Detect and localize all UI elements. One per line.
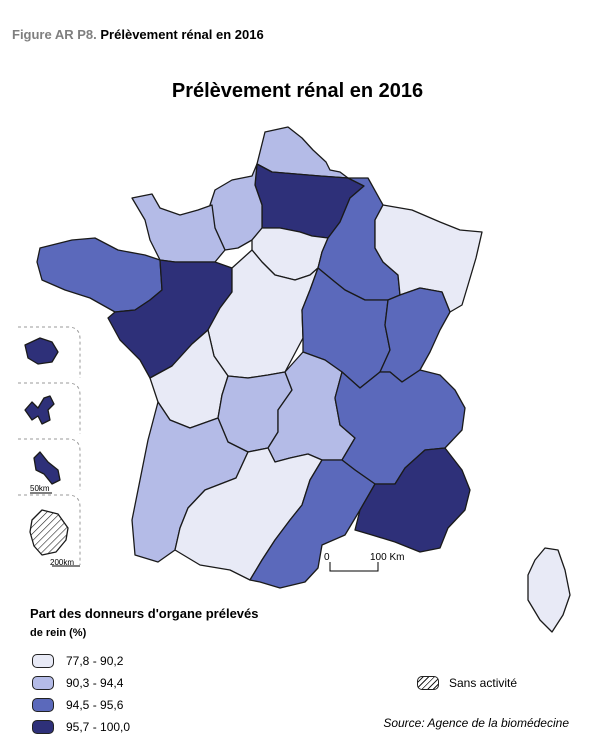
hatch-swatch	[417, 676, 439, 690]
inset-scale-a: 50km	[30, 484, 52, 494]
legend-swatch	[32, 676, 54, 690]
legend-item: 77,8 - 90,2	[32, 650, 130, 672]
region-languedoc-roussillon	[249, 459, 376, 589]
figure-caption-text: Prélèvement rénal en 2016	[100, 27, 264, 42]
legend-label: 95,7 - 100,0	[66, 720, 131, 734]
region-franche-comte	[379, 287, 451, 383]
scale-bar: 0 100 Km	[324, 552, 404, 572]
legend-swatch	[32, 654, 54, 668]
legend-title: Part des donneurs d'organe prélevés	[30, 606, 259, 621]
inset-guadeloupe	[24, 395, 55, 425]
inset-martinique	[33, 451, 61, 485]
figure-caption: Figure AR P8. Prélèvement rénal en 2016	[12, 27, 264, 42]
legend-subtitle: de rein (%)	[30, 627, 87, 639]
region-basse-normandie	[131, 193, 226, 263]
inset-reunion	[24, 337, 59, 365]
legend-item: 94,5 - 95,6	[32, 694, 130, 716]
map-title: Prélèvement rénal en 2016	[171, 80, 424, 102]
legend-no-activity: Sans activité	[417, 676, 517, 690]
region-corse	[527, 547, 571, 633]
region-bretagne	[36, 237, 163, 313]
figure-label: Figure AR P8.	[12, 27, 97, 42]
inset-scale-label-b: 200km	[50, 558, 74, 567]
region-paca	[354, 447, 471, 553]
no-activity-label: Sans activité	[449, 676, 518, 690]
legend-item: 90,3 - 94,4	[32, 672, 130, 694]
legend: 77,8 - 90,2 90,3 - 94,4 94,5 - 95,6 95,7…	[32, 650, 130, 738]
scale-end: 100 Km	[370, 552, 404, 563]
legend-label: 90,3 - 94,4	[66, 676, 124, 690]
inset-scale-label-a: 50km	[30, 484, 50, 493]
legend-label: 77,8 - 90,2	[66, 654, 124, 668]
inset-scale-b: 200km	[50, 558, 80, 567]
overseas-insets	[18, 326, 81, 565]
inset-guyane	[29, 509, 69, 556]
region-nord	[256, 126, 349, 179]
scale-start: 0	[324, 552, 330, 563]
legend-swatch	[32, 720, 54, 734]
legend-swatch	[32, 698, 54, 712]
legend-item: 95,7 - 100,0	[32, 716, 130, 738]
legend-label: 94,5 - 95,6	[66, 698, 124, 712]
source-note: Source: Agence de la biomédecine	[383, 716, 569, 730]
